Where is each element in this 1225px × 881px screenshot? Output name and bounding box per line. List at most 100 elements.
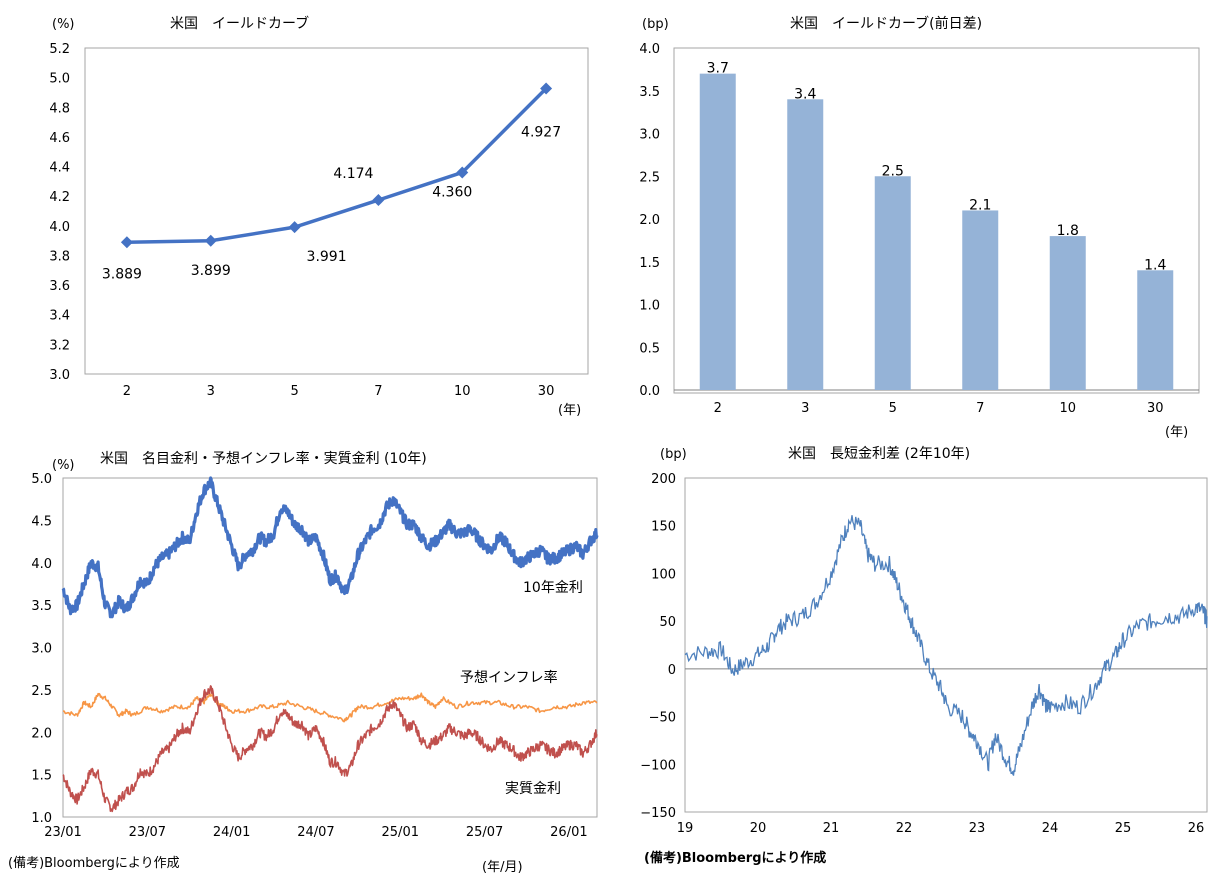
rates-frame bbox=[62, 477, 598, 818]
data-label: 4.927 bbox=[521, 124, 561, 140]
x-tick-label: 3 bbox=[207, 384, 215, 399]
bar bbox=[699, 73, 736, 391]
yield-change-frame bbox=[673, 47, 1200, 394]
x-tick-label: 22 bbox=[896, 821, 913, 836]
y-tick-label: 2.0 bbox=[31, 726, 52, 741]
y-tick-label: 3.4 bbox=[49, 309, 70, 324]
x-tick-label: 20 bbox=[750, 821, 767, 836]
x-tick-label: 23 bbox=[969, 821, 986, 836]
series-label-inflation: 予想インフレ率 bbox=[460, 669, 558, 686]
x-tick-label: 25 bbox=[1115, 821, 1132, 836]
x-tick-label: 7 bbox=[976, 401, 984, 416]
y-tick-label: 3.6 bbox=[49, 279, 70, 294]
y-tick-label: 3.5 bbox=[639, 85, 660, 100]
data-label: 3.899 bbox=[191, 263, 231, 279]
data-point-marker bbox=[456, 166, 469, 179]
series-label-real: 実質金利 bbox=[505, 781, 561, 797]
x-tick-label: 7 bbox=[374, 384, 382, 399]
y-tick-label: 4.4 bbox=[49, 161, 70, 176]
data-label: 4.360 bbox=[432, 184, 472, 200]
x-tick-label: 24/07 bbox=[297, 825, 334, 840]
y-tick-label: 0 bbox=[668, 663, 676, 678]
data-label: 2.1 bbox=[969, 197, 991, 213]
spread-y-unit: (bp) bbox=[660, 447, 687, 462]
data-label: 1.4 bbox=[1144, 257, 1166, 273]
y-tick-label: 3.8 bbox=[49, 249, 70, 264]
yield-curve-title: 米国 イールドカーブ bbox=[170, 15, 309, 32]
x-tick-label: 23/07 bbox=[129, 825, 166, 840]
y-tick-label: 5.0 bbox=[31, 472, 52, 487]
spread-frame bbox=[684, 477, 1208, 813]
bar bbox=[1137, 270, 1174, 390]
y-tick-label: 1.5 bbox=[639, 256, 660, 271]
data-point-marker bbox=[204, 234, 217, 247]
data-point-marker bbox=[120, 236, 133, 249]
data-label: 3.991 bbox=[307, 249, 347, 265]
y-tick-label: 1.0 bbox=[639, 299, 660, 314]
y-tick-label: 4.2 bbox=[49, 190, 70, 205]
y-tick-label: 3.0 bbox=[49, 368, 70, 383]
yield-curve-x-unit: (年) bbox=[558, 403, 581, 418]
x-tick-label: 24 bbox=[1042, 821, 1059, 836]
yield-change-y-unit: (bp) bbox=[642, 17, 669, 32]
y-tick-label: 4.8 bbox=[49, 101, 70, 116]
yield-curve-frame bbox=[84, 47, 589, 375]
y-tick-label: 1.5 bbox=[31, 769, 52, 784]
y-tick-label: −50 bbox=[649, 711, 676, 726]
yield-change-x-unit: (年) bbox=[1165, 425, 1188, 440]
spread-chart: 米国 長短金利差 (2年10年) (bp) −150 −100 −50 0 50 100 1… bbox=[640, 446, 1208, 836]
yield-curve-line bbox=[126, 87, 548, 245]
y-tick-label: 4.0 bbox=[49, 220, 70, 235]
data-label: 1.8 bbox=[1057, 223, 1079, 239]
x-tick-label: 2 bbox=[714, 401, 722, 416]
yield-curve-y-unit: (%) bbox=[52, 17, 75, 32]
bar bbox=[962, 210, 999, 390]
bar bbox=[787, 99, 824, 391]
x-tick-label: 25/01 bbox=[382, 825, 419, 840]
rates-chart: 米国 名目金利・予想インフレ率・実質金利 (10年) (%) 1.0 1.5 2.0… bbox=[31, 450, 599, 840]
spread-title: 米国 長短金利差 (2年10年) bbox=[788, 446, 970, 462]
x-tick-label: 21 bbox=[823, 821, 840, 836]
y-tick-label: 200 bbox=[651, 472, 676, 487]
x-tick-label: 26 bbox=[1188, 821, 1205, 836]
y-tick-label: 4.6 bbox=[49, 131, 70, 146]
x-tick-label: 24/01 bbox=[213, 825, 250, 840]
y-tick-label: 0.5 bbox=[639, 341, 660, 356]
series-line bbox=[62, 692, 598, 723]
data-label: 4.174 bbox=[333, 166, 373, 182]
data-label: 3.4 bbox=[794, 86, 816, 102]
x-tick-label: 2 bbox=[123, 384, 131, 399]
y-tick-label: 0.0 bbox=[639, 384, 660, 399]
spread-line bbox=[684, 515, 1208, 776]
x-tick-label: 23/01 bbox=[44, 825, 81, 840]
series-line bbox=[61, 476, 599, 619]
x-tick-label: 25/07 bbox=[466, 825, 503, 840]
data-label: 3.889 bbox=[102, 266, 142, 282]
x-tick-label: 5 bbox=[889, 401, 897, 416]
rates-y-unit: (%) bbox=[52, 458, 75, 473]
y-tick-label: 3.5 bbox=[31, 599, 52, 614]
data-point-marker bbox=[288, 221, 301, 234]
y-tick-label: 2.5 bbox=[31, 684, 52, 699]
yield-change-chart: 米国 イールドカーブ(前日差) (bp) (年) 0.0 0.5 1.0 1.5 2.0… bbox=[639, 15, 1200, 440]
data-point-marker bbox=[540, 82, 553, 95]
y-tick-label: 2.0 bbox=[639, 213, 660, 228]
data-point-marker bbox=[372, 194, 385, 207]
data-label: 2.5 bbox=[882, 163, 904, 179]
source-note-right: (備考)Bloombergにより作成 bbox=[644, 851, 827, 866]
y-tick-label: 4.0 bbox=[639, 42, 660, 57]
x-tick-label: 26/01 bbox=[550, 825, 587, 840]
y-tick-label: 2.5 bbox=[639, 170, 660, 185]
source-note-left: (備考)Bloombergにより作成 bbox=[8, 856, 180, 871]
y-tick-label: −150 bbox=[640, 806, 676, 821]
rates-title: 米国 名目金利・予想インフレ率・実質金利 (10年) bbox=[100, 450, 427, 467]
yield-curve-chart: 米国 イールドカーブ (%) (年) 3.0 3.2 3.4 3.6 3.8 4.0 4.2… bbox=[49, 15, 589, 418]
series-label-nominal: 10年金利 bbox=[523, 580, 583, 596]
y-tick-label: 4.5 bbox=[31, 514, 52, 529]
x-tick-label: 3 bbox=[801, 401, 809, 416]
series-line bbox=[62, 685, 598, 813]
month-unit-label: (年/月) bbox=[482, 860, 523, 875]
bar bbox=[1049, 236, 1086, 390]
x-tick-label: 30 bbox=[538, 384, 555, 399]
